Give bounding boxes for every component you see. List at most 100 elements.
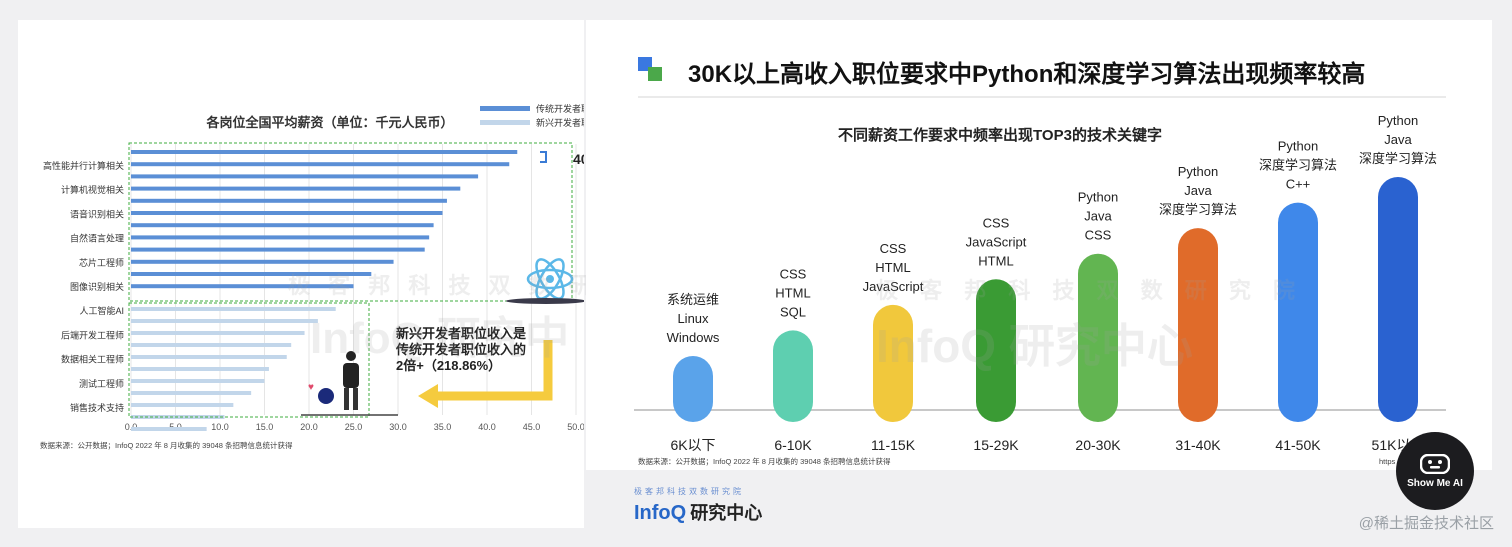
right-chart-subtitle: 不同薪资工作要求中频率出现TOP3的技术关键字 (838, 126, 1162, 144)
left-source-note: 数据来源：公开数据；InfoQ 2022 年 8 月收集的 39048 条招聘信… (40, 440, 293, 450)
bar-keyword-label: CSS (780, 266, 807, 281)
bar-keyword-label: Python (1278, 139, 1318, 154)
y-category-label: 高性能并行计算相关 (43, 160, 124, 171)
bar-keyword-label: CSS (1085, 228, 1112, 243)
bar-emerging (131, 403, 234, 407)
x-tick-label: 30.0 (389, 422, 407, 432)
bar-keyword-label: Java (1184, 183, 1212, 198)
bar-keyword-label: 深度学习算法 (1159, 202, 1237, 217)
bar-traditional (131, 162, 510, 167)
bar-keyword-label: Java (1084, 209, 1112, 224)
person-leg (344, 388, 349, 410)
x-tick-label: 20.0 (300, 422, 318, 432)
bar-traditional (131, 247, 425, 252)
y-category-label: 数据相关工程师 (61, 354, 124, 365)
x-tick-label: 45.0 (523, 422, 541, 432)
bar-keyword-label: Python (1378, 113, 1418, 128)
right-source-note: 数据来源：公开数据；InfoQ 2022 年 8 月收集的 39048 条招聘信… (638, 456, 891, 466)
person-illustration (343, 351, 359, 410)
y-category-label: 计算机视觉相关 (61, 184, 124, 195)
legend-swatch (480, 106, 530, 111)
robot-icon (1420, 453, 1450, 474)
annotation-line: 2倍+（218.86%） (396, 358, 501, 373)
bar-traditional (131, 272, 372, 276)
x-tick-label: 50.0 (567, 422, 584, 432)
bar-keyword-label: Java (1384, 132, 1412, 147)
keyword-bar (773, 330, 813, 422)
x-tick-label: 25.0 (345, 422, 363, 432)
bar-keyword-label: JavaScript (966, 234, 1027, 249)
y-category-label: 测试工程师 (79, 378, 124, 389)
x-category-label: 6K以下 (670, 437, 715, 453)
bar-emerging (131, 379, 265, 383)
y-category-label: 后端开发工程师 (61, 329, 124, 340)
bar-keyword-label: 深度学习算法 (1259, 158, 1337, 173)
bar-traditional (131, 235, 430, 240)
annotation-line: 新兴开发者职位收入是 (396, 326, 527, 341)
x-tick-label: 10.0 (211, 422, 229, 432)
showme-label: Show Me AI (1407, 477, 1463, 489)
y-category-label: 芯片工程师 (79, 257, 124, 268)
infoq-logo-block: 极客邦科技双数研究院 InfoQ 研究中心 (634, 486, 762, 525)
y-category-label: 人工智能AI (79, 305, 124, 316)
footer: 极客邦科技双数研究院 InfoQ 研究中心 (586, 470, 1492, 540)
bar-keyword-label: Python (1078, 190, 1118, 205)
bar-emerging (131, 427, 207, 431)
bar-keyword-label: HTML (875, 260, 910, 275)
person-body (343, 363, 359, 388)
highlight-box-40k (128, 142, 573, 302)
bar-keyword-label: Python (1178, 164, 1218, 179)
person-head (346, 351, 356, 361)
bar-keyword-label: HTML (775, 285, 810, 300)
arrow-shaft-icon (434, 340, 553, 401)
legend-label: 传统开发者职位 (536, 103, 584, 114)
x-tick-label: 15.0 (256, 422, 274, 432)
bar-traditional (131, 211, 443, 215)
atom-core (546, 275, 554, 283)
ball-icon (318, 388, 334, 404)
header-square-icon (648, 67, 662, 81)
bar-traditional (131, 259, 394, 264)
keyword-bar (1378, 177, 1418, 422)
bar-keyword-label: Linux (677, 311, 709, 326)
right-header-title: 30K以上高收入职位要求中Python和深度学习算法出现频率较高 (688, 60, 1365, 88)
platform-icon (506, 298, 586, 304)
bar-traditional (131, 186, 461, 191)
person-leg (353, 388, 358, 410)
keyword-bar (976, 279, 1016, 422)
bar-traditional (131, 223, 434, 228)
keyword-bar-chart: 30K以上高收入职位要求中Python和深度学习算法出现频率较高不同薪资工作要求… (634, 57, 1446, 466)
x-category-label: 6-10K (774, 437, 812, 453)
atom-orbit (535, 258, 565, 300)
bar-traditional (131, 150, 518, 154)
x-category-label: 11-15K (871, 437, 916, 453)
x-category-label: 20-30K (1075, 437, 1121, 453)
highlight-box-emerging (128, 302, 370, 418)
bar-keyword-label: CSS (983, 215, 1010, 230)
keyword-bar (673, 356, 713, 422)
bar-keyword-label: Windows (667, 330, 720, 345)
annotation-line: 传统开发者职位收入的 (395, 342, 526, 357)
legend-label: 新兴开发者职位 (536, 117, 584, 128)
bar-keyword-label: CSS (880, 241, 907, 256)
showme-ai-badge[interactable]: Show Me AI (1396, 432, 1474, 510)
keyword-bar (1178, 228, 1218, 422)
bar-keyword-label: JavaScript (863, 279, 924, 294)
bar-traditional (131, 284, 354, 289)
left-chart-title: 各岗位全国平均薪资（单位：千元人民币） (205, 115, 453, 130)
bar-traditional (131, 198, 447, 203)
heart-icon: ♥ (308, 382, 314, 393)
infoq-logo: InfoQ (634, 502, 687, 524)
bar-traditional (131, 174, 479, 179)
infoq-logo-cn: 研究中心 (690, 503, 763, 523)
atom-orbit (526, 268, 574, 290)
react-atom-icon (526, 258, 574, 300)
x-category-label: 41-50K (1275, 437, 1321, 453)
x-category-label: 31-40K (1175, 437, 1221, 453)
right-source-tail: https (1379, 457, 1396, 466)
keyword-bar (1078, 253, 1118, 422)
bar-emerging (131, 319, 318, 323)
keyword-bar (873, 304, 913, 422)
juejin-credit: @稀土掘金技术社区 (1358, 515, 1494, 532)
right-chart-panel: 极 客 邦 科 技 双 数 研 究 院 InfoQ 研究中心 30K以上高收入职… (586, 20, 1492, 470)
